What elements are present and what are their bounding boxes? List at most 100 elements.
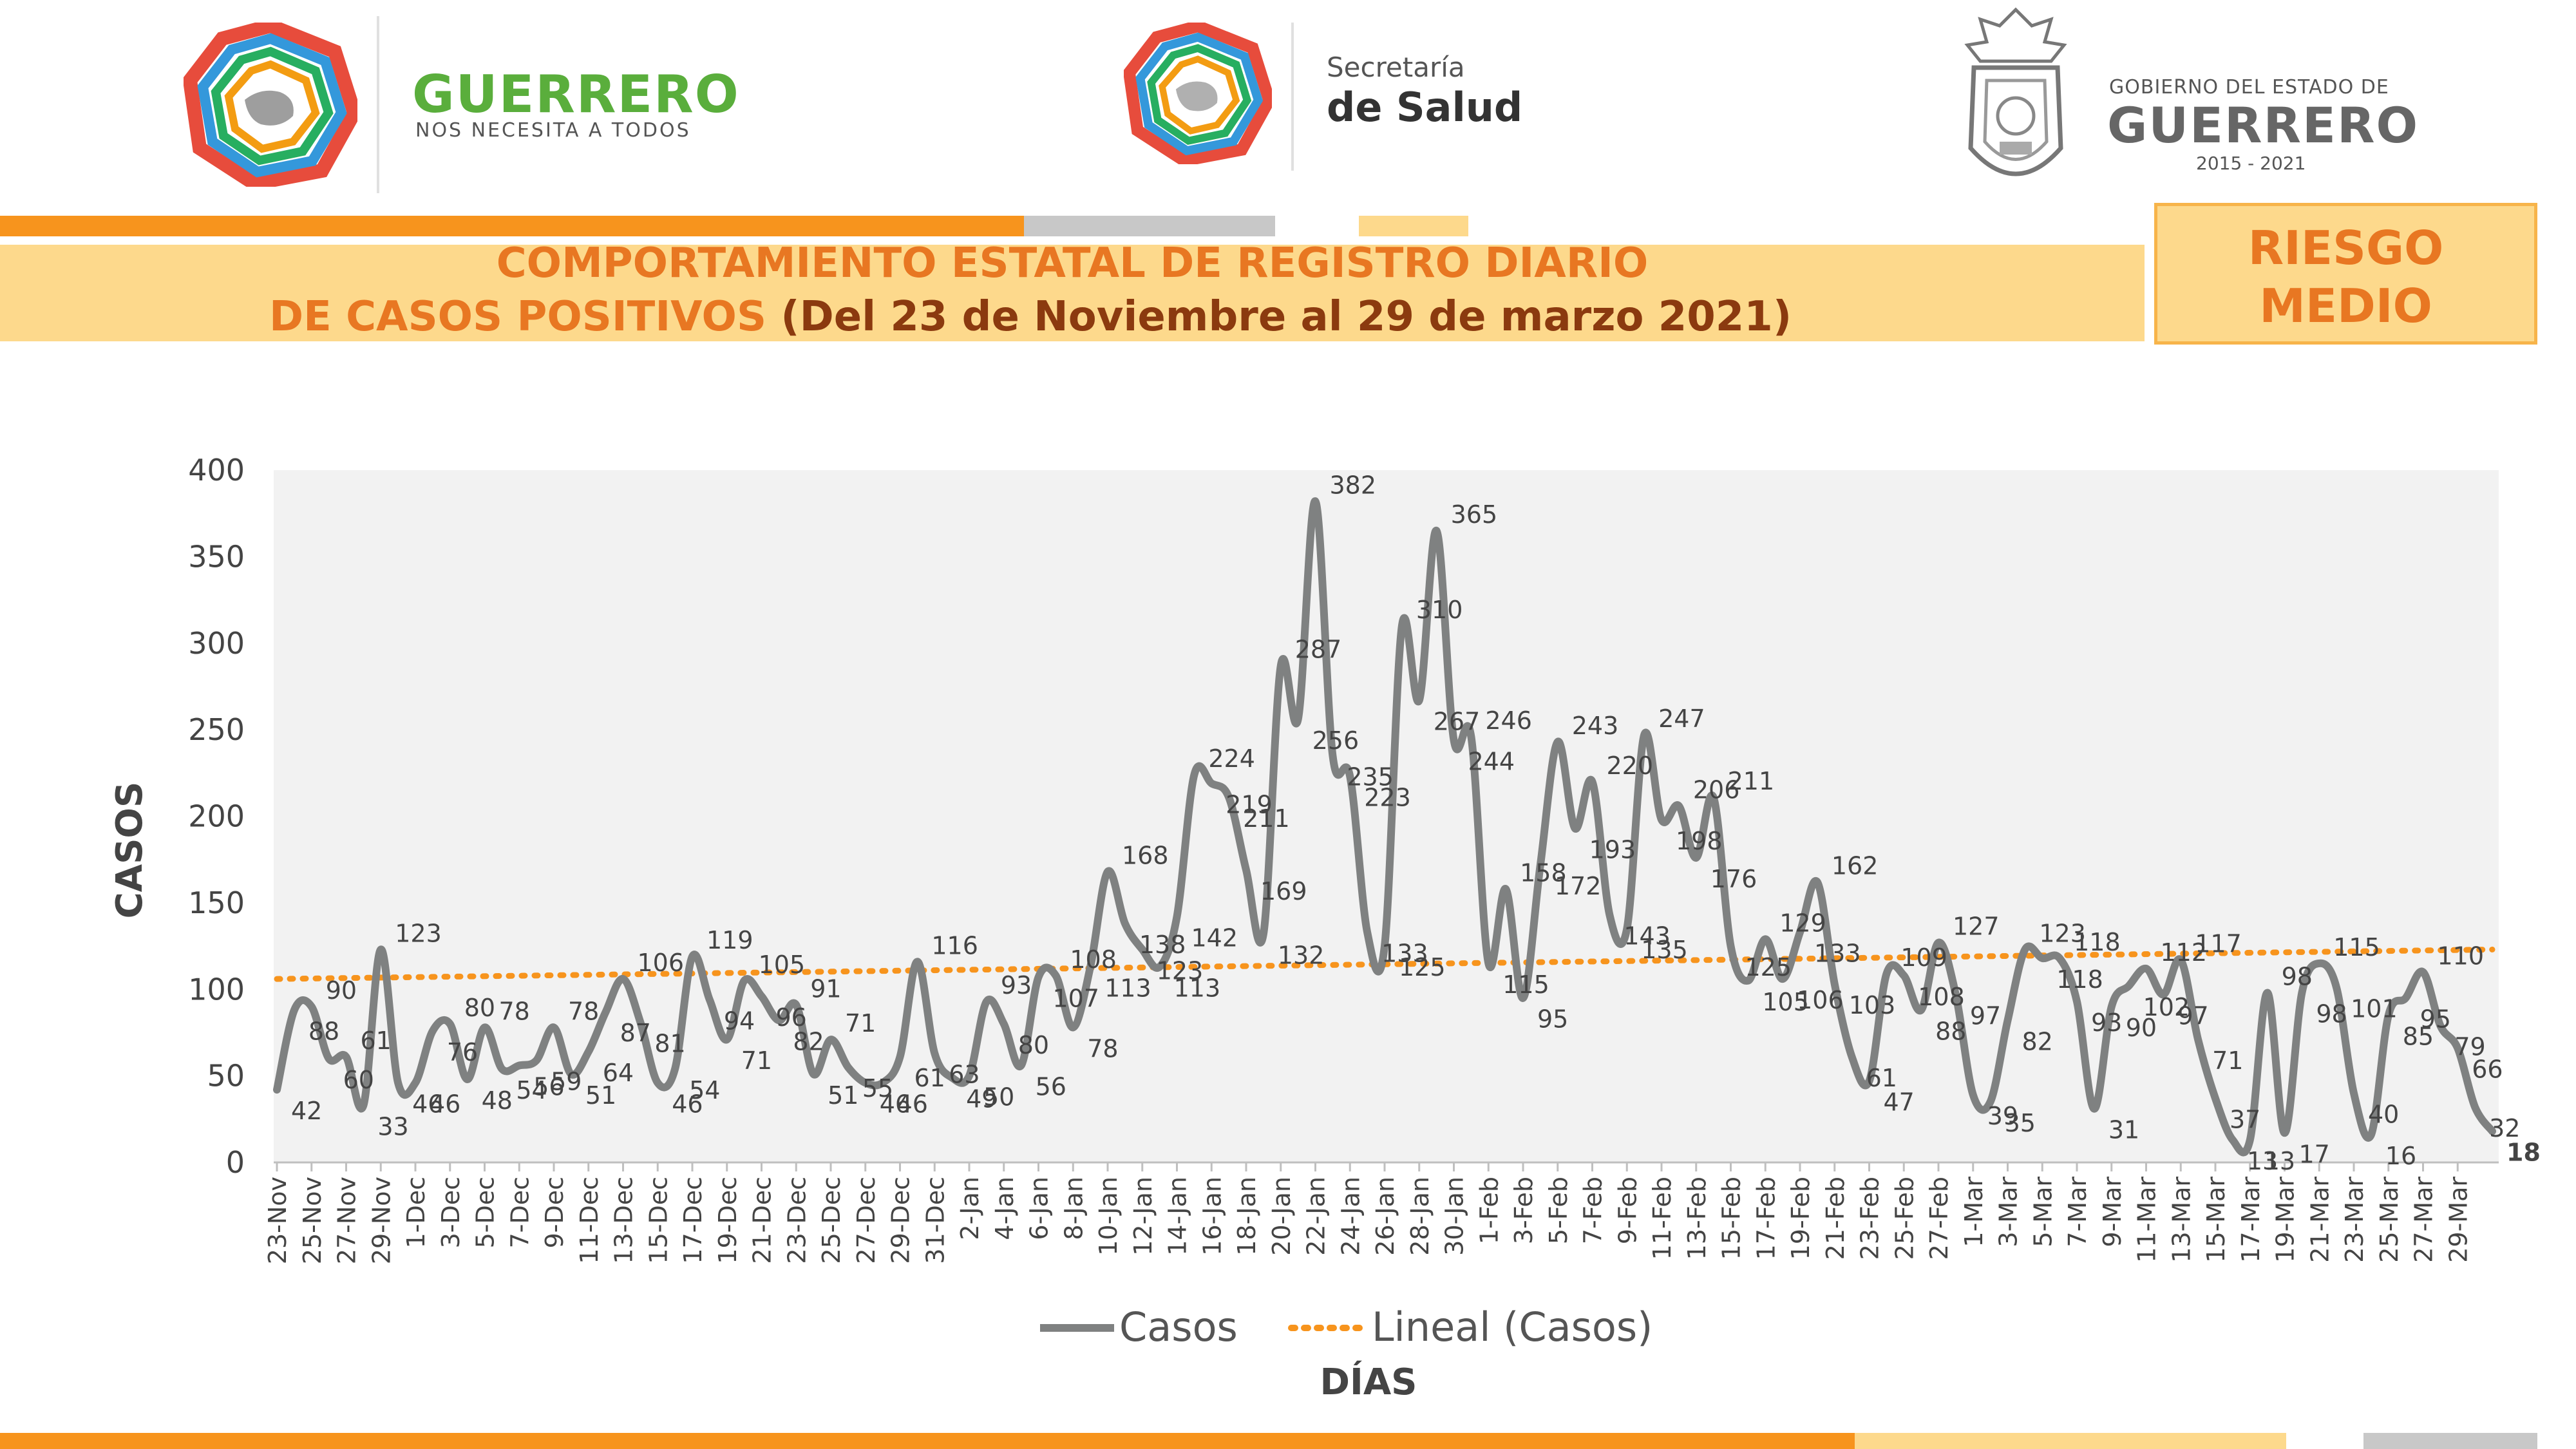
data-label: 169 [1260, 877, 1307, 905]
data-label: 115 [2333, 933, 2380, 961]
data-label: 59 [551, 1067, 582, 1095]
data-label: 133 [1814, 940, 1861, 968]
x-tick-label: 28-Jan [1406, 1177, 1434, 1256]
title-line1: COMPORTAMIENTO ESTATAL DE REGISTRO DIARI… [496, 240, 1649, 287]
data-label: 13 [2247, 1147, 2278, 1175]
x-tick-label: 11-Dec [575, 1177, 603, 1264]
x-tick-label: 19-Dec [714, 1177, 742, 1264]
data-label: 107 [1053, 984, 1100, 1012]
data-label: 101 [2351, 995, 2398, 1023]
data-label: 158 [1520, 858, 1567, 887]
title-line2-main: DE CASOS POSITIVOS [269, 293, 767, 341]
title-line2-sub: (Del 23 de Noviembre al 29 de marzo 2021… [766, 293, 1792, 341]
y-axis: 0 50 100 150 200 250 300 350 400 [188, 453, 245, 1180]
data-label: 56 [1036, 1073, 1066, 1101]
data-label: 60 [343, 1066, 374, 1094]
data-label: 93 [1001, 971, 1032, 999]
data-label: 112 [2161, 938, 2208, 967]
data-label: 133 [1381, 940, 1428, 968]
x-tick-label: 3-Feb [1510, 1177, 1538, 1244]
data-label: 211 [1243, 804, 1290, 833]
y-tick-label: 300 [188, 626, 245, 661]
x-tick-label: 18-Jan [1233, 1177, 1261, 1256]
data-label: 106 [638, 949, 685, 977]
title-line2: DE CASOS POSITIVOS (Del 23 de Noviembre … [0, 293, 2061, 341]
data-label: 51 [585, 1081, 616, 1110]
bottom-orange-band [0, 1433, 1855, 1449]
x-tick-label: 3-Mar [1994, 1177, 2023, 1247]
logo2-divider [1291, 23, 1294, 171]
risk-line2: MEDIO [2259, 279, 2432, 333]
data-labels: 4288906061331234646768048785456597851648… [291, 471, 2541, 1175]
data-label: 46 [897, 1090, 928, 1118]
data-label: 117 [2195, 930, 2242, 958]
data-label: 46 [412, 1090, 443, 1118]
top-yellow-band [1359, 216, 1468, 236]
casos-line-path [273, 497, 2496, 1157]
data-label: 135 [1641, 936, 1688, 964]
data-label: 105 [759, 951, 806, 979]
x-axis: 23-Nov 25-Nov 27-Nov 29-Nov 1-Dec 3-Dec 5-Dec 7… [263, 1161, 2499, 1264]
x-tick-label: 25-Mar [2375, 1177, 2403, 1263]
data-label: 105 [1762, 988, 1809, 1016]
data-label: 93 [2091, 1009, 2122, 1037]
data-label: 78 [1087, 1034, 1118, 1063]
data-label: 123 [1157, 956, 1204, 985]
x-tick-label: 13-Feb [1683, 1177, 1711, 1260]
data-label: 98 [2316, 1000, 2347, 1028]
data-label: 176 [1710, 865, 1757, 893]
data-label: 56 [533, 1073, 564, 1101]
guerrero-logo-tagline: NOS NECESITA A TODOS [415, 119, 691, 142]
data-label: 243 [1572, 712, 1619, 740]
coat-of-arms-icon [1964, 7, 2067, 176]
risk-badge: RIESGO MEDIO [2154, 203, 2537, 345]
x-tick-label: 1-Feb [1475, 1177, 1503, 1244]
x-tick-label: 13-Mar [2167, 1177, 2195, 1263]
bottom-gray-band [2363, 1433, 2537, 1449]
data-label: 116 [931, 931, 978, 960]
x-tick-label: 5-Mar [2029, 1177, 2057, 1247]
data-label: 119 [706, 926, 753, 954]
data-label: 256 [1312, 726, 1359, 755]
gobierno-logo-line3: 2015 - 2021 [2196, 153, 2306, 174]
data-label: 125 [1745, 953, 1792, 981]
y-tick-label: 100 [188, 972, 245, 1007]
bottom-yellow-band [1855, 1433, 2286, 1449]
x-tick-label: 26-Jan [1371, 1177, 1399, 1256]
x-tick-label: 21-Dec [748, 1177, 777, 1264]
x-tick-label: 29-Mar [2444, 1177, 2472, 1263]
gobierno-logo-line2: GUERRERO [2107, 97, 2420, 154]
data-label: 113 [1104, 974, 1151, 1002]
salud-emblem-icon [1124, 23, 1272, 164]
data-label: 113 [1174, 974, 1221, 1002]
data-label: 78 [499, 997, 530, 1025]
data-label: 106 [1797, 986, 1844, 1014]
data-label: 96 [776, 1003, 807, 1032]
series-line [273, 497, 2496, 1157]
x-tick-label: 25-Feb [1890, 1177, 1918, 1260]
data-label: 61 [361, 1027, 392, 1055]
data-label: 125 [1399, 953, 1446, 981]
data-label: 63 [949, 1061, 980, 1089]
data-label: 61 [914, 1064, 945, 1092]
data-label: 244 [1468, 747, 1515, 775]
data-label: 123 [395, 919, 442, 947]
x-tick-label: 1-Mar [1960, 1177, 1988, 1247]
data-label: 129 [1779, 909, 1826, 937]
x-tick-label: 15-Feb [1718, 1177, 1746, 1260]
data-label: 267 [1434, 707, 1481, 735]
data-label: 80 [1018, 1031, 1049, 1059]
legend-lineal-label: Lineal (Casos) [1372, 1303, 1653, 1350]
x-tick-label: 9-Dec [540, 1177, 569, 1248]
y-tick-label: 200 [188, 799, 245, 834]
data-label: 64 [603, 1059, 634, 1087]
x-tick-label: 16-Jan [1198, 1177, 1226, 1256]
data-label: 97 [1970, 1001, 2001, 1030]
data-label: 118 [2056, 965, 2103, 994]
data-label: 54 [689, 1076, 720, 1104]
data-label: 94 [724, 1007, 755, 1035]
x-tick-label: 8-Jan [1059, 1177, 1088, 1240]
x-tick-label: 11-Feb [1648, 1177, 1676, 1260]
legend-casos-label: Casos [1119, 1303, 1238, 1350]
